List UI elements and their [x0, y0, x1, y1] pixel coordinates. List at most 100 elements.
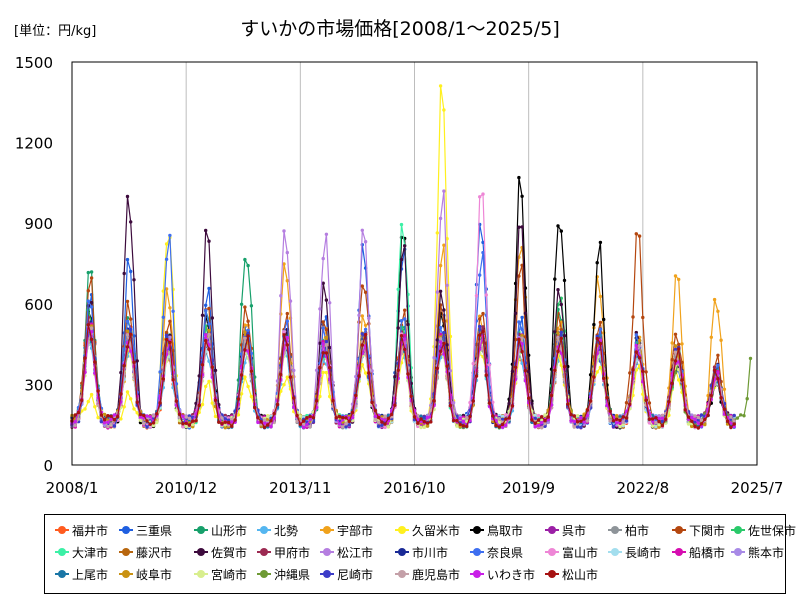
data-point: [478, 273, 482, 277]
data-point: [520, 361, 524, 365]
data-point: [207, 328, 211, 333]
data-point: [243, 375, 247, 379]
data-point: [89, 300, 94, 305]
data-point: [122, 271, 126, 276]
data-point: [403, 244, 407, 248]
data-point: [168, 335, 172, 339]
data-point: [677, 277, 681, 282]
data-point: [520, 315, 524, 320]
data-point: [246, 384, 250, 389]
data-point: [210, 401, 214, 405]
data-point: [517, 175, 521, 180]
data-point: [119, 417, 123, 421]
data-point: [451, 401, 456, 405]
data-point: [324, 328, 329, 332]
data-point: [246, 328, 250, 332]
data-point: [383, 425, 387, 430]
data-point: [122, 405, 126, 409]
data-point: [148, 425, 152, 429]
data-point: [598, 327, 603, 331]
data-point: [588, 373, 593, 377]
series-line: [71, 177, 735, 429]
data-point: [598, 294, 603, 299]
data-point: [171, 349, 175, 353]
data-point: [328, 345, 332, 350]
data-point: [213, 414, 218, 419]
data-point: [204, 228, 208, 233]
data-point: [93, 405, 97, 409]
data-point: [510, 369, 515, 374]
data-point: [445, 343, 449, 347]
data-point: [324, 370, 329, 375]
data-point: [197, 374, 201, 378]
data-point: [634, 232, 638, 236]
data-point: [363, 290, 368, 294]
data-point: [125, 194, 130, 199]
data-point: [487, 363, 492, 367]
data-point: [647, 401, 652, 405]
data-point: [442, 308, 446, 312]
data-point: [285, 375, 289, 379]
data-point: [324, 298, 329, 302]
data-point: [598, 240, 603, 245]
data-point: [628, 371, 632, 375]
data-point: [556, 224, 560, 228]
data-point: [285, 250, 289, 255]
data-point: [174, 382, 179, 386]
data-point: [553, 277, 557, 281]
data-point: [403, 317, 407, 321]
data-point: [213, 368, 218, 373]
data-point: [321, 281, 325, 285]
data-point: [478, 317, 482, 321]
data-point: [647, 421, 652, 425]
data-point: [637, 234, 642, 238]
data-point: [536, 413, 541, 418]
data-point: [481, 250, 485, 255]
data-point: [615, 414, 619, 418]
data-point: [86, 270, 91, 275]
data-point: [168, 306, 172, 310]
data-point: [243, 361, 247, 365]
data-point: [129, 269, 133, 274]
data-point: [491, 400, 495, 404]
data-point: [403, 333, 407, 337]
data-point: [249, 304, 254, 308]
data-point: [122, 347, 126, 351]
data-point: [523, 311, 528, 315]
data-point: [282, 330, 286, 334]
data-point: [207, 306, 211, 311]
data-point: [314, 368, 319, 372]
data-point: [282, 262, 286, 266]
data-point: [243, 330, 247, 334]
data-point: [442, 243, 446, 247]
data-point: [282, 383, 286, 387]
data-point: [360, 228, 364, 232]
data-point: [435, 290, 439, 294]
data-point: [673, 344, 678, 348]
data-point: [481, 192, 485, 196]
data-point: [435, 231, 439, 235]
data-point: [553, 330, 557, 334]
data-point: [275, 379, 280, 383]
data-point: [468, 400, 472, 405]
data-point: [677, 378, 681, 382]
data-point: [438, 289, 443, 293]
data-point: [634, 333, 638, 337]
data-point: [324, 232, 329, 236]
data-point: [125, 329, 130, 333]
data-point: [680, 342, 684, 346]
data-point: [709, 335, 713, 339]
data-point: [438, 216, 443, 221]
data-point: [288, 299, 293, 303]
data-point: [520, 194, 524, 198]
chart-title: すいかの市場価格[2008/1～2025/5]: [240, 18, 560, 40]
data-point: [321, 370, 325, 375]
data-point: [670, 341, 674, 345]
data-point: [135, 411, 139, 415]
data-point: [363, 240, 368, 244]
data-point: [132, 334, 136, 338]
data-point: [399, 222, 404, 227]
data-point: [181, 425, 185, 429]
data-point: [703, 422, 707, 427]
